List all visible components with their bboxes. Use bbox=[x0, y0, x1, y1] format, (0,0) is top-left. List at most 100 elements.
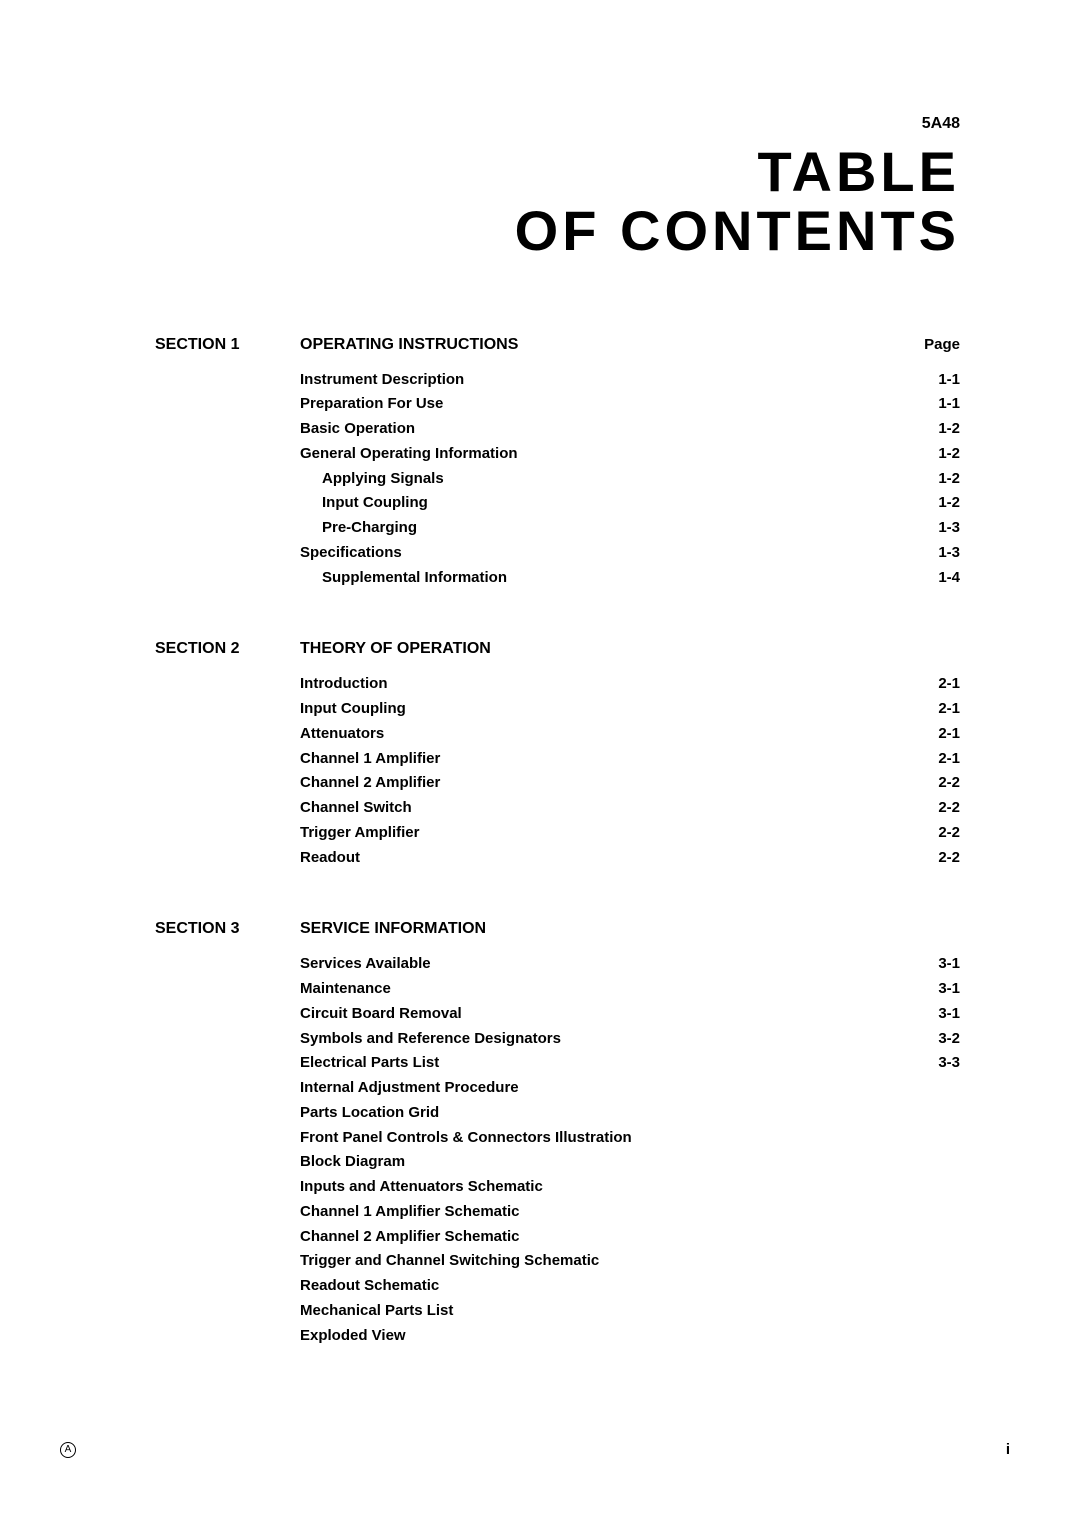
entry-page: 2-1 bbox=[900, 747, 960, 772]
entry-text: Exploded View bbox=[300, 1324, 900, 1349]
toc-entry: Services Available3-1 bbox=[300, 952, 960, 977]
section: SECTION 3SERVICE INFORMATION Services Ava… bbox=[155, 920, 960, 1348]
toc-entry: General Operating Information1-2 bbox=[300, 442, 960, 467]
entry-text: Attenuators bbox=[300, 722, 900, 747]
toc-entry: Electrical Parts List3-3 bbox=[300, 1051, 960, 1076]
toc-entry: Internal Adjustment Procedure bbox=[300, 1076, 960, 1101]
toc-entry: Circuit Board Removal3-1 bbox=[300, 1002, 960, 1027]
toc-entry: Input Coupling1-2 bbox=[300, 491, 960, 516]
entry-page bbox=[900, 1299, 960, 1324]
section-title: THEORY OF OPERATION bbox=[300, 640, 960, 658]
page-label: Page bbox=[900, 336, 960, 354]
entry-page bbox=[900, 1324, 960, 1349]
footer-right: i bbox=[1006, 1441, 1010, 1458]
entry-text: Internal Adjustment Procedure bbox=[300, 1076, 900, 1101]
entry-text: General Operating Information bbox=[300, 442, 900, 467]
entry-text: Parts Location Grid bbox=[300, 1101, 900, 1126]
toc-entry: Readout Schematic bbox=[300, 1274, 960, 1299]
entry-text: Trigger and Channel Switching Schematic bbox=[300, 1249, 900, 1274]
toc-entry: Supplemental Information1-4 bbox=[300, 566, 960, 591]
entry-page: 2-2 bbox=[900, 771, 960, 796]
entry-page: 2-2 bbox=[900, 796, 960, 821]
entry-text: Readout bbox=[300, 846, 900, 871]
entry-page: 2-2 bbox=[900, 821, 960, 846]
entry-page: 1-1 bbox=[900, 392, 960, 417]
toc-entry: Channel 1 Amplifier Schematic bbox=[300, 1200, 960, 1225]
footer-left: A bbox=[60, 1439, 76, 1458]
entry-text: Inputs and Attenuators Schematic bbox=[300, 1175, 900, 1200]
toc-entry: Channel 2 Amplifier2-2 bbox=[300, 771, 960, 796]
toc-entry: Specifications1-3 bbox=[300, 541, 960, 566]
section: SECTION 1OPERATING INSTRUCTIONSPage Instr… bbox=[155, 336, 960, 591]
entry-text: Specifications bbox=[300, 541, 900, 566]
entry-page: 3-3 bbox=[900, 1051, 960, 1076]
toc-entry: Mechanical Parts List bbox=[300, 1299, 960, 1324]
entry-page bbox=[900, 1274, 960, 1299]
toc-entry: Preparation For Use1-1 bbox=[300, 392, 960, 417]
entry-text: Channel 2 Amplifier Schematic bbox=[300, 1225, 900, 1250]
entry-page: 1-2 bbox=[900, 442, 960, 467]
entry-page: 1-4 bbox=[900, 566, 960, 591]
entry-page: 3-1 bbox=[900, 952, 960, 977]
entry-page bbox=[900, 1150, 960, 1175]
entry-page: 1-2 bbox=[900, 417, 960, 442]
entry-page bbox=[900, 1175, 960, 1200]
toc-entry: Trigger and Channel Switching Schematic bbox=[300, 1249, 960, 1274]
entry-text: Supplemental Information bbox=[300, 566, 900, 591]
entry-page: 3-1 bbox=[900, 1002, 960, 1027]
entry-text: Channel 2 Amplifier bbox=[300, 771, 900, 796]
toc-entry: Channel 1 Amplifier2-1 bbox=[300, 747, 960, 772]
entry-page: 1-2 bbox=[900, 467, 960, 492]
entry-text: Trigger Amplifier bbox=[300, 821, 900, 846]
section-header-row: SECTION 1OPERATING INSTRUCTIONSPage bbox=[155, 336, 960, 354]
entry-page: 1-3 bbox=[900, 516, 960, 541]
toc-entry: Instrument Description1-1 bbox=[300, 368, 960, 393]
entries: Introduction2-1Input Coupling2-1Attenuat… bbox=[300, 672, 960, 870]
entry-text: Readout Schematic bbox=[300, 1274, 900, 1299]
title-line-1: TABLE bbox=[758, 140, 961, 203]
entry-text: Channel 1 Amplifier bbox=[300, 747, 900, 772]
toc-entry: Basic Operation1-2 bbox=[300, 417, 960, 442]
toc-entry: Introduction2-1 bbox=[300, 672, 960, 697]
section-title: SERVICE INFORMATION bbox=[300, 920, 960, 938]
entry-page: 3-1 bbox=[900, 977, 960, 1002]
section-label: SECTION 2 bbox=[155, 640, 300, 658]
toc-entry: Exploded View bbox=[300, 1324, 960, 1349]
entry-page: 1-3 bbox=[900, 541, 960, 566]
entry-text: Mechanical Parts List bbox=[300, 1299, 900, 1324]
toc-entry: Channel 2 Amplifier Schematic bbox=[300, 1225, 960, 1250]
sections-container: SECTION 1OPERATING INSTRUCTIONSPage Instr… bbox=[155, 336, 960, 1349]
toc-entry: Parts Location Grid bbox=[300, 1101, 960, 1126]
entry-page bbox=[900, 1225, 960, 1250]
entry-text: Introduction bbox=[300, 672, 900, 697]
entry-text: Input Coupling bbox=[300, 697, 900, 722]
entry-text: Block Diagram bbox=[300, 1150, 900, 1175]
entries: Services Available3-1Maintenance3-1Circu… bbox=[300, 952, 960, 1348]
entry-text: Electrical Parts List bbox=[300, 1051, 900, 1076]
circle-a-icon: A bbox=[60, 1442, 76, 1458]
entry-text: Channel Switch bbox=[300, 796, 900, 821]
toc-entry: Inputs and Attenuators Schematic bbox=[300, 1175, 960, 1200]
toc-entry: Attenuators2-1 bbox=[300, 722, 960, 747]
title-line-2: OF CONTENTS bbox=[515, 199, 960, 262]
toc-entry: Channel Switch2-2 bbox=[300, 796, 960, 821]
entry-page: 3-2 bbox=[900, 1027, 960, 1052]
section-header-row: SECTION 2THEORY OF OPERATION bbox=[155, 640, 960, 658]
entry-text: Services Available bbox=[300, 952, 900, 977]
entry-text: Maintenance bbox=[300, 977, 900, 1002]
entry-page bbox=[900, 1126, 960, 1151]
header-code: 5A48 bbox=[155, 115, 960, 133]
entry-page bbox=[900, 1200, 960, 1225]
entries: Instrument Description1-1Preparation For… bbox=[300, 368, 960, 591]
entry-page: 2-2 bbox=[900, 846, 960, 871]
toc-entry: Symbols and Reference Designators3-2 bbox=[300, 1027, 960, 1052]
toc-entry: Front Panel Controls & Connectors Illust… bbox=[300, 1126, 960, 1151]
entry-text: Symbols and Reference Designators bbox=[300, 1027, 900, 1052]
entry-text: Basic Operation bbox=[300, 417, 900, 442]
entry-page: 1-2 bbox=[900, 491, 960, 516]
section-label: SECTION 1 bbox=[155, 336, 300, 354]
section-label: SECTION 3 bbox=[155, 920, 300, 938]
toc-entry: Readout2-2 bbox=[300, 846, 960, 871]
entry-text: Channel 1 Amplifier Schematic bbox=[300, 1200, 900, 1225]
entry-page bbox=[900, 1101, 960, 1126]
